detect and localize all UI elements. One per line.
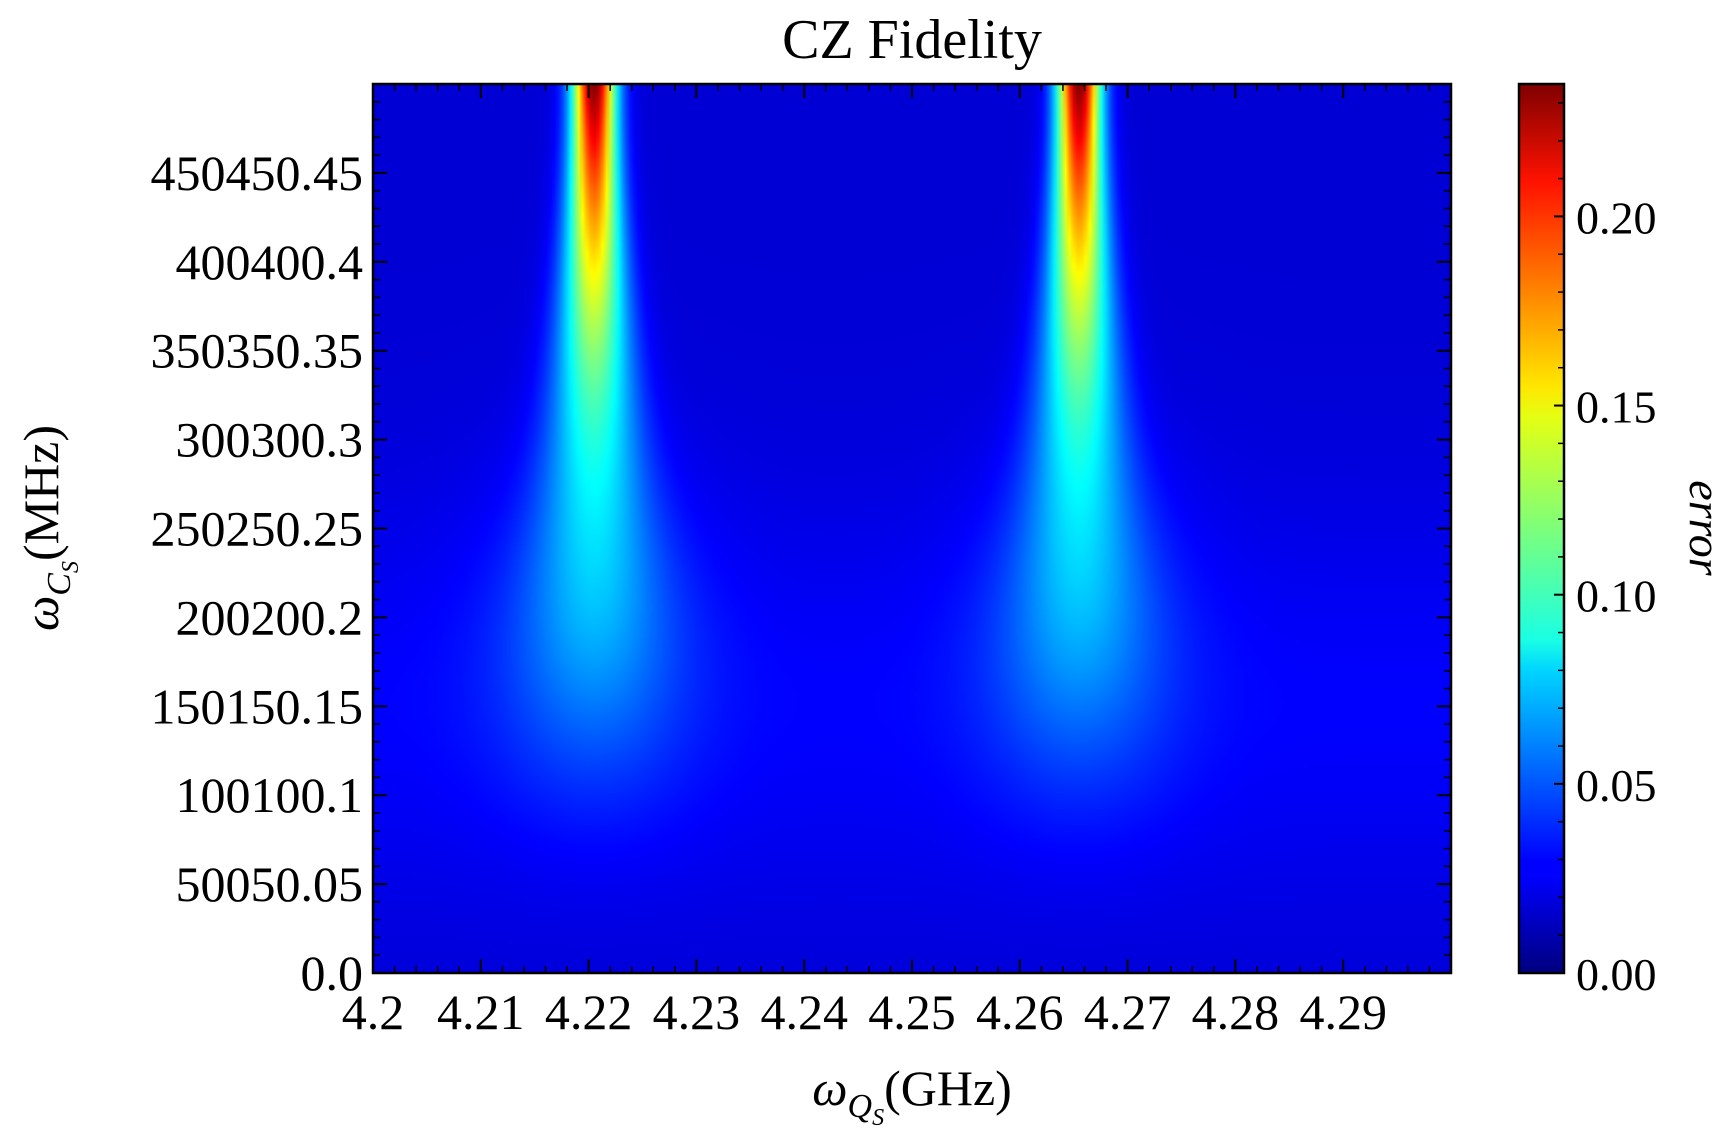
x-axis-label: ωQS(GHz) <box>812 1060 1012 1131</box>
y-tick-label: 200200.2 <box>176 589 364 645</box>
chart-title: CZ Fidelity <box>782 9 1042 71</box>
y-axis-label-subsubscript: S <box>58 561 84 573</box>
y-tick-label: 0.0 <box>301 945 364 1001</box>
y-tick-label: 50050.05 <box>176 856 364 912</box>
x-tick-label: 4.23 <box>653 984 741 1040</box>
x-axis-label-subsubscript: S <box>872 1105 884 1131</box>
y-tick-label: 150150.15 <box>151 678 364 734</box>
x-tick-label: 4.29 <box>1299 984 1387 1040</box>
x-tick-label: 4.26 <box>976 984 1064 1040</box>
colorbar-tick-label: 0.20 <box>1576 192 1657 243</box>
heatmap-plot <box>373 84 1451 973</box>
y-axis-label-subscript: C <box>41 573 78 596</box>
y-tick-label: 100100.1 <box>176 767 364 823</box>
y-tick-label: 300300.3 <box>176 412 364 468</box>
x-tick-label: 4.25 <box>868 984 956 1040</box>
x-tick-label: 4.27 <box>1084 984 1172 1040</box>
colorbar-ticks: 0.00 0.05 0.10 0.15 0.20 <box>1554 102 1657 1000</box>
colorbar-label: error <box>1680 480 1731 577</box>
x-tick-label: 4.24 <box>760 984 848 1040</box>
y-axis-label-unit: (MHz) <box>13 425 69 561</box>
x-axis-ticks: 4.2 4.21 4.22 4.23 4.24 4.25 4.26 4.27 4.28 4.29 <box>342 84 1431 1040</box>
y-axis-ticks: 0.0 50050.05 100100.1 150150.15 200200.2 2502… <box>151 83 1451 1001</box>
y-tick-label: 400400.4 <box>176 234 364 290</box>
x-tick-label: 4.22 <box>545 984 633 1040</box>
colorbar-tick-label: 0.15 <box>1576 382 1657 433</box>
colorbar-tick-label: 0.00 <box>1576 949 1657 1000</box>
y-tick-label: 250250.25 <box>151 501 364 557</box>
colorbar-tick-label: 0.10 <box>1576 571 1657 622</box>
x-axis-label-unit: (GHz) <box>884 1060 1012 1116</box>
colorbar-tick-label: 0.05 <box>1576 760 1657 811</box>
y-tick-label: 350350.35 <box>151 323 364 379</box>
colorbar <box>1517 82 1566 975</box>
y-axis-label: ωCS(MHz) <box>13 425 84 631</box>
y-axis-label-symbol: ω <box>13 596 69 631</box>
y-tick-label: 450450.45 <box>151 145 364 201</box>
x-axis-label-subscript: Q <box>848 1088 873 1125</box>
x-axis-label-symbol: ω <box>812 1060 847 1116</box>
x-tick-label: 4.2 <box>342 984 405 1040</box>
x-tick-label: 4.21 <box>437 984 525 1040</box>
x-tick-label: 4.28 <box>1192 984 1280 1040</box>
heatmap-image <box>373 84 1451 973</box>
